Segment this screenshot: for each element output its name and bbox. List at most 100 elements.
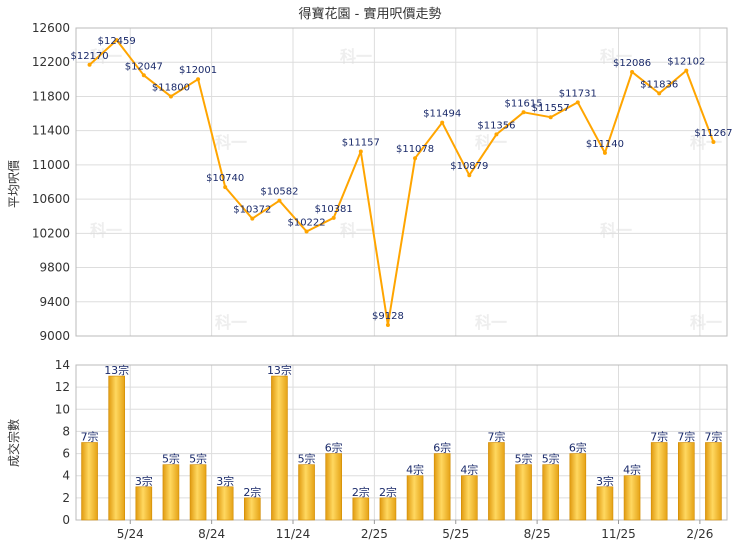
price-point-14 (467, 173, 472, 178)
price-label-12: $11078 (396, 144, 434, 155)
count-bar-22 (678, 442, 695, 521)
price-label-18: $11731 (559, 88, 597, 99)
x-tick-label-3: 2/25 (361, 527, 388, 541)
count-y-axis-ticks: 0 2 4 6 8 10 12 14 (55, 358, 70, 527)
price-label-23: $11267 (694, 128, 732, 139)
count-bar-label-1: 13宗 (104, 363, 129, 377)
count-bar-3 (162, 464, 180, 521)
count-y-tick-3: 6 (62, 447, 70, 461)
count-bar-label-11: 2宗 (379, 485, 397, 499)
price-label-0: $12170 (70, 51, 108, 62)
price-y-tick-5: 11000 (32, 158, 70, 172)
price-chart-grid (76, 27, 727, 337)
price-label-20: $12086 (613, 58, 651, 69)
count-bar-12 (406, 475, 424, 521)
price-point-0 (87, 62, 92, 67)
watermark-10: 科一 (690, 133, 722, 152)
count-bar-label-18: 6宗 (569, 441, 587, 455)
count-bar-8 (298, 464, 315, 521)
watermark-5: 科一 (90, 221, 122, 240)
price-point-15 (494, 132, 499, 137)
x-tick-label-6: 11/25 (601, 527, 636, 541)
price-point-19 (602, 150, 607, 155)
price-label-5: $10740 (206, 173, 244, 184)
count-bar-label-19: 3宗 (596, 474, 614, 488)
price-line (88, 39, 715, 326)
price-y-tick-7: 11800 (32, 89, 70, 103)
watermark-3: 科一 (215, 133, 247, 152)
price-point-18 (575, 100, 580, 105)
x-tick-label-0: 5/24 (117, 527, 144, 541)
count-bar-label-22: 7宗 (677, 430, 695, 444)
x-tick-label-1: 8/24 (198, 527, 225, 541)
count-bar-label-4: 5宗 (189, 452, 207, 466)
count-bar-label-2: 3宗 (135, 474, 153, 488)
price-point-20 (630, 69, 635, 74)
count-bar-19 (596, 486, 614, 521)
count-bar-label-7: 13宗 (267, 363, 292, 377)
count-bar-0 (81, 442, 98, 521)
price-y-tick-6: 11400 (32, 124, 70, 138)
price-point-16 (521, 110, 526, 115)
count-bar-10 (352, 497, 370, 521)
count-bar-6 (244, 497, 261, 521)
count-y-tick-5: 10 (55, 402, 70, 416)
x-axis-ticks: 5/24 8/24 11/24 2/25 5/25 8/25 11/25 2/26 (117, 520, 713, 541)
count-bar-17 (542, 464, 559, 521)
price-y-tick-3: 10200 (32, 226, 70, 240)
price-label-14: $10879 (450, 161, 488, 172)
count-bar-23 (705, 442, 722, 521)
x-tick-label-4: 5/25 (442, 527, 469, 541)
count-bars (81, 375, 722, 521)
price-label-13: $11494 (423, 109, 461, 120)
price-y-tick-2: 9800 (39, 261, 70, 275)
count-y-tick-7: 14 (55, 358, 70, 372)
price-point-10 (358, 149, 363, 154)
price-label-3: $11800 (152, 82, 190, 93)
price-point-3 (168, 94, 173, 99)
count-bar-13 (433, 453, 451, 521)
count-y-tick-2: 4 (62, 469, 70, 483)
price-label-4: $12001 (179, 65, 217, 76)
count-bar-5 (216, 486, 234, 521)
count-bar-14 (461, 475, 478, 521)
count-y-axis-label: 成交宗數 (6, 419, 21, 467)
watermark-8: 科一 (215, 313, 247, 332)
count-bar-label-13: 6宗 (433, 441, 451, 455)
price-label-17: $11557 (532, 103, 570, 114)
price-plot-border (75, 27, 728, 337)
price-point-23 (711, 140, 716, 145)
count-bar-2 (135, 486, 153, 521)
count-bar-label-20: 4宗 (623, 463, 641, 477)
count-bar-16 (515, 464, 532, 521)
price-point-12 (413, 156, 418, 161)
count-bar-label-12: 4宗 (406, 463, 424, 477)
chart-title: 得寶花園 - 實用呎價走勢 (299, 6, 442, 22)
price-label-16: $11615 (504, 98, 542, 109)
count-bar-label-8: 5宗 (298, 452, 316, 466)
price-point-11 (385, 323, 390, 328)
x-tick-label-5: 8/25 (524, 527, 551, 541)
count-bar-7 (271, 375, 288, 521)
count-bar-label-9: 6宗 (325, 441, 343, 455)
count-bar-21 (650, 442, 668, 521)
price-y-tick-4: 10600 (32, 192, 70, 206)
price-point-17 (548, 115, 553, 120)
price-y-tick-0: 9000 (39, 329, 70, 343)
price-label-1: $12459 (98, 36, 136, 47)
count-bar-9 (325, 453, 342, 521)
count-bar-label-5: 3宗 (216, 474, 234, 488)
price-point-4 (196, 77, 201, 82)
price-point-21 (657, 91, 662, 96)
price-point-1 (114, 38, 119, 43)
watermark-6: 科一 (340, 221, 372, 240)
price-point-8 (304, 229, 309, 234)
price-label-15: $11356 (477, 120, 515, 131)
count-bar-label-23: 7宗 (704, 430, 722, 444)
count-y-tick-4: 8 (62, 424, 70, 438)
price-y-axis-label: 平均呎價 (7, 160, 21, 208)
count-bar-20 (623, 475, 641, 521)
price-y-tick-9: 12600 (32, 21, 70, 35)
